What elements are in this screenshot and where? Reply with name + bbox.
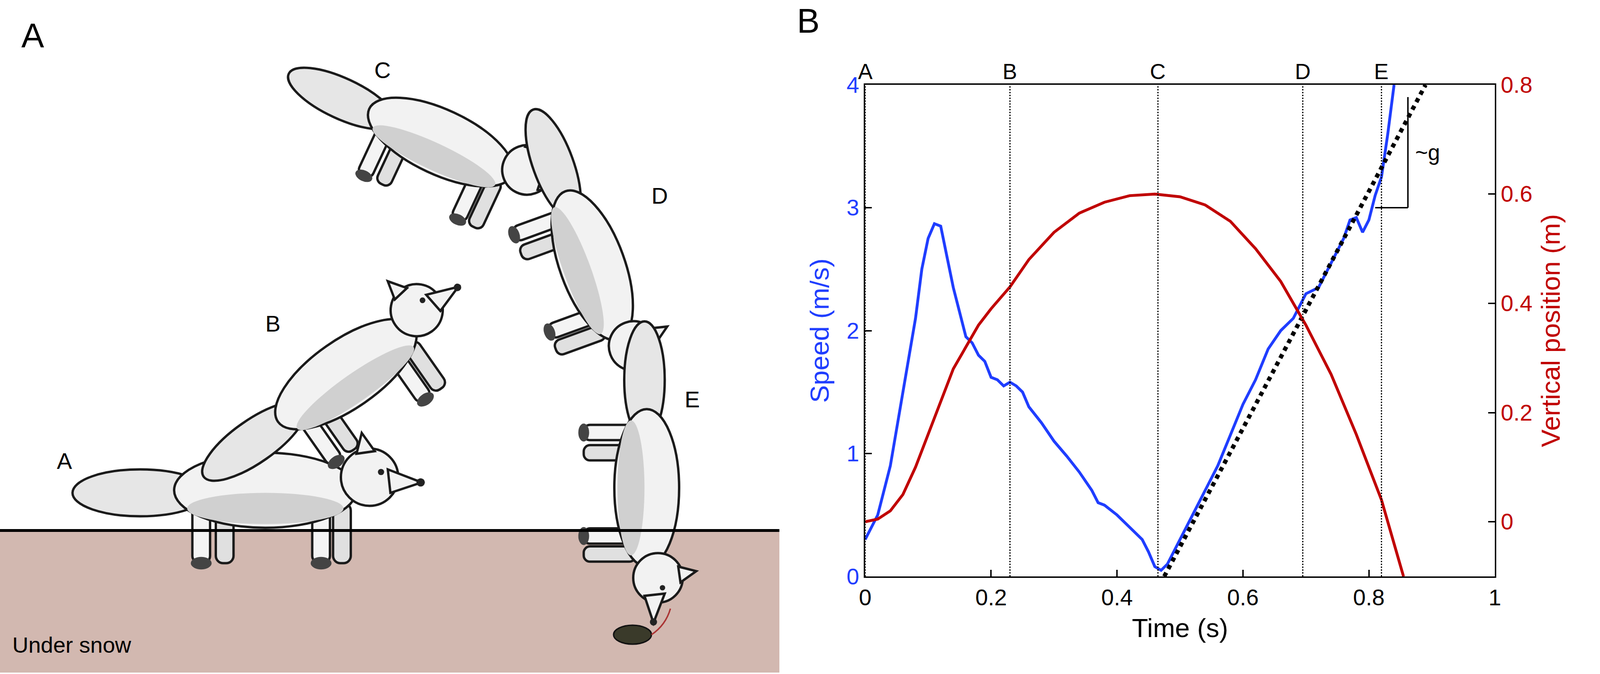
svg-text:0.8: 0.8: [1500, 72, 1533, 98]
svg-text:E: E: [1374, 59, 1389, 84]
svg-text:Vertical position (m): Vertical position (m): [1535, 214, 1566, 448]
svg-text:C: C: [1149, 59, 1166, 84]
svg-text:C: C: [374, 57, 391, 83]
svg-text:A: A: [56, 448, 73, 474]
svg-text:B: B: [1002, 59, 1018, 84]
svg-text:0.2: 0.2: [975, 585, 1007, 611]
svg-text:0.2: 0.2: [1500, 400, 1533, 426]
svg-text:Under snow: Under snow: [12, 632, 132, 658]
svg-text:2: 2: [846, 318, 860, 344]
svg-text:D: D: [1294, 59, 1311, 84]
svg-text:1: 1: [846, 441, 860, 467]
svg-text:4: 4: [846, 72, 860, 98]
svg-text:Time (s): Time (s): [1131, 613, 1229, 643]
svg-text:3: 3: [846, 195, 860, 221]
svg-text:0: 0: [846, 564, 860, 590]
svg-text:E: E: [684, 387, 700, 413]
svg-text:B: B: [796, 1, 820, 40]
svg-text:B: B: [265, 311, 281, 337]
svg-text:Speed (m/s): Speed (m/s): [804, 258, 835, 404]
svg-text:0.6: 0.6: [1500, 181, 1533, 207]
svg-text:0.8: 0.8: [1353, 585, 1385, 611]
svg-text:A: A: [858, 59, 873, 84]
svg-text:0: 0: [1500, 509, 1514, 535]
svg-text:1: 1: [1488, 585, 1502, 611]
svg-text:0.6: 0.6: [1227, 585, 1259, 611]
svg-text:0.4: 0.4: [1101, 585, 1133, 611]
svg-text:A: A: [21, 16, 45, 55]
svg-text:0.4: 0.4: [1500, 290, 1533, 317]
svg-text:~g: ~g: [1415, 140, 1440, 165]
svg-text:D: D: [651, 183, 669, 209]
svg-text:0: 0: [858, 585, 872, 611]
